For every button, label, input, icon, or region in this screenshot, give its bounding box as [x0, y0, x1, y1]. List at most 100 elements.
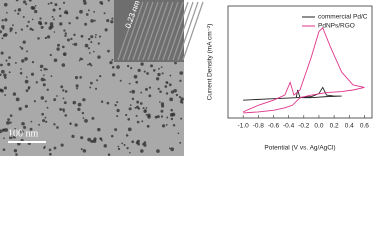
particle	[4, 76, 7, 79]
particle	[148, 94, 152, 98]
particle	[87, 63, 89, 66]
particle	[0, 63, 3, 67]
particle	[23, 125, 27, 129]
particle	[168, 83, 172, 87]
particle	[110, 134, 114, 138]
particle	[45, 36, 48, 39]
particle	[49, 22, 54, 26]
particle	[50, 1, 53, 5]
particle	[134, 106, 137, 109]
particle	[64, 32, 68, 35]
fringe	[127, 1, 149, 61]
particle	[128, 107, 132, 111]
particle	[40, 25, 44, 29]
particle	[90, 19, 94, 23]
particle	[18, 107, 22, 111]
particle	[80, 34, 84, 38]
particle	[13, 135, 16, 139]
particle	[82, 98, 86, 102]
particle	[71, 134, 75, 138]
particle	[73, 42, 78, 47]
particle	[77, 102, 82, 107]
particle	[0, 89, 4, 93]
particle	[0, 30, 3, 34]
particle	[165, 124, 168, 126]
particle	[88, 52, 91, 54]
particle	[94, 87, 98, 90]
particle	[137, 107, 141, 110]
particle	[157, 72, 161, 77]
particle	[111, 66, 115, 69]
particle	[59, 22, 63, 26]
particle	[34, 9, 38, 14]
particle	[30, 120, 33, 123]
particle	[52, 18, 55, 21]
particle	[97, 42, 100, 45]
particle	[24, 79, 29, 84]
particle	[127, 117, 131, 121]
particle	[85, 13, 89, 16]
particle	[119, 79, 122, 82]
particle	[89, 86, 92, 89]
particle	[0, 51, 4, 55]
particle	[27, 20, 30, 23]
particle	[141, 120, 144, 123]
particle	[40, 77, 45, 82]
particle	[170, 108, 174, 112]
particle	[3, 86, 7, 90]
particle	[25, 89, 29, 93]
particle	[140, 149, 144, 153]
particle	[96, 79, 99, 82]
fringe	[147, 1, 169, 61]
particle	[142, 107, 145, 110]
particle	[22, 0, 27, 4]
particle	[133, 74, 138, 79]
particle	[169, 74, 172, 77]
x-tick-label: 0.0	[314, 123, 323, 130]
particle	[175, 93, 179, 97]
particle	[53, 58, 58, 63]
particle	[63, 101, 67, 105]
particle	[50, 75, 53, 78]
particle	[1, 69, 5, 74]
particle	[145, 107, 148, 109]
particle	[29, 127, 33, 131]
particle	[26, 25, 29, 28]
particle	[77, 107, 81, 111]
particle	[159, 90, 162, 93]
particle	[145, 113, 148, 116]
particle	[6, 120, 10, 125]
particle	[69, 122, 72, 125]
particle	[48, 148, 52, 152]
fringe	[162, 1, 184, 61]
particle	[57, 43, 60, 47]
scale-label: 100 nm	[8, 128, 39, 139]
fringe	[172, 1, 194, 61]
particle	[90, 81, 93, 85]
particle	[92, 139, 97, 144]
particle	[159, 101, 161, 103]
particle	[116, 101, 119, 104]
particle	[58, 7, 62, 10]
particle	[161, 104, 165, 108]
particle	[131, 89, 136, 94]
particle	[7, 118, 10, 121]
particle	[125, 113, 128, 117]
particle	[0, 129, 3, 134]
particle	[17, 8, 22, 12]
particle	[161, 124, 166, 128]
particle	[22, 40, 26, 44]
particle	[24, 104, 28, 108]
particle	[60, 85, 64, 89]
particle	[170, 90, 175, 94]
particle	[76, 87, 79, 90]
particle	[145, 87, 148, 91]
particle	[143, 109, 147, 114]
particle	[14, 9, 17, 12]
particle	[107, 153, 111, 156]
particle	[15, 0, 19, 2]
particle	[83, 1, 87, 5]
particle	[79, 9, 83, 14]
particle	[62, 1, 66, 4]
particle	[9, 121, 12, 124]
